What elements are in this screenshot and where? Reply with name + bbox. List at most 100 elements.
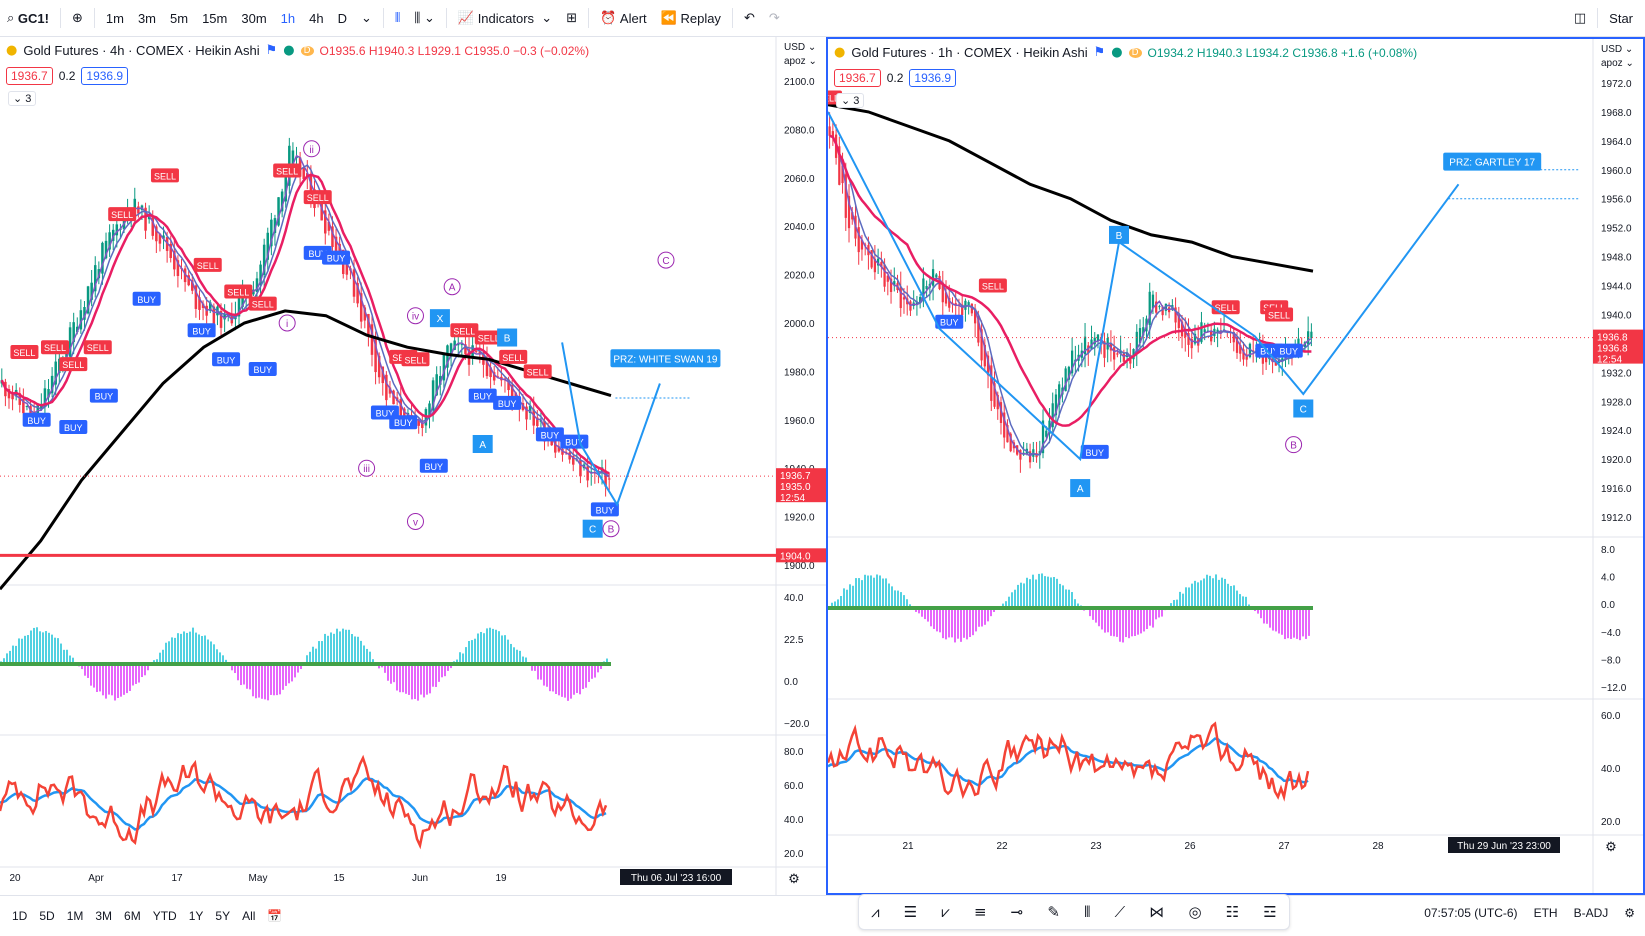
indicators-button[interactable]: 📈 Indicators ⌄ [451, 0, 559, 36]
layout-button[interactable]: ◫ [1567, 0, 1593, 36]
divider [588, 8, 589, 28]
oscillator-bar [198, 634, 200, 664]
oscillator-bar [1296, 608, 1298, 639]
range-6m[interactable]: 6M [118, 909, 147, 923]
fib-spiral-icon[interactable]: ◎ [1188, 903, 1201, 921]
oscillator-bar [237, 664, 239, 680]
range-1m[interactable]: 1M [61, 909, 90, 923]
oscillator-bar [240, 664, 242, 685]
xabcd-pattern-icon[interactable]: ⩘ [871, 903, 879, 921]
indicators-icon: 📈 [458, 11, 474, 26]
interval-d[interactable]: D [331, 0, 354, 36]
range-ytd[interactable]: YTD [147, 909, 183, 923]
trend-line-icon[interactable]: ⟋ [1115, 903, 1126, 921]
flag-icon[interactable]: ⚑ [266, 43, 278, 58]
signal-label: BUY [253, 365, 272, 375]
replay-button[interactable]: ⏪ Replay [654, 0, 728, 36]
settings-icon[interactable]: ⚙ [1624, 906, 1635, 920]
interval-1h[interactable]: 1h [274, 0, 302, 36]
pattern-point-label: C [589, 525, 596, 536]
symbol-search[interactable]: ⌕ GC1! [0, 0, 56, 36]
undo-button[interactable]: ↶ [737, 0, 762, 36]
elliott-wave-icon[interactable]: ⋈ [1149, 903, 1164, 921]
oscillator-bar [93, 664, 95, 688]
session-toggle[interactable]: ETH [1534, 906, 1558, 920]
oscillator-bar [510, 644, 512, 664]
currency-label: USD ⌄ [1601, 44, 1633, 55]
brush-icon[interactable]: ✎ [1047, 903, 1060, 921]
candle-body [1158, 306, 1160, 307]
signal-label: SELL [44, 343, 66, 353]
star-button[interactable]: Star [1602, 0, 1645, 36]
horizontal-ray-icon[interactable]: ⊸ [1011, 903, 1024, 921]
date-range-button[interactable]: 📅 [261, 909, 288, 923]
range-1d[interactable]: 1D [0, 909, 33, 923]
oscillator-bar [276, 664, 278, 695]
oscillator-bar [948, 608, 950, 637]
ask-price[interactable]: 1936.9 [81, 67, 128, 85]
oscillator-bar [330, 632, 332, 664]
elliott-wave-label: i [286, 319, 288, 330]
ask-price[interactable]: 1936.9 [909, 69, 956, 87]
indicator-collapse-toggle[interactable]: ⌄ 3 [8, 91, 36, 106]
fib-retracement-icon[interactable]: ☷ [1226, 903, 1239, 921]
oscillator-bar [423, 664, 425, 697]
oscillator-bar [408, 664, 410, 695]
interval-dropdown[interactable]: ⌄ [354, 0, 379, 36]
oscillator-bar [861, 580, 863, 608]
interval-15m[interactable]: 15m [195, 0, 234, 36]
signal-label: SELL [404, 355, 426, 365]
chart-canvas-left[interactable]: USD ⌄apoz ⌄2100.02080.02060.02040.02020.… [0, 37, 826, 895]
compare-button[interactable]: ⊕ [65, 0, 90, 36]
chart-title[interactable]: Gold Futures · 1h · COMEX · Heikin Ashi [851, 45, 1087, 60]
oscillator-bar [867, 576, 869, 608]
bid-price[interactable]: 1936.7 [6, 67, 53, 85]
alert-button[interactable]: ⏰ Alert [593, 0, 654, 36]
interval-3m[interactable]: 3m [131, 0, 163, 36]
elliott-wave-label: B [608, 525, 615, 536]
redo-button[interactable]: ↷ [762, 0, 787, 36]
clock[interactable]: 07:57:05 (UTC-6) [1424, 906, 1517, 920]
signal-label: SELL [453, 326, 475, 336]
spread: 0.2 [59, 69, 76, 83]
price-tick-label: 1960.0 [784, 416, 815, 427]
indicator-collapse-toggle[interactable]: ⌄ 3 [836, 93, 864, 108]
bid-price[interactable]: 1936.7 [834, 69, 881, 87]
templates-button[interactable]: ⊞ [559, 0, 584, 36]
flag-icon[interactable]: ⚑ [1094, 45, 1106, 60]
oscillator-bar [360, 641, 362, 664]
gann-fan-icon[interactable]: ☲ [1263, 903, 1276, 921]
lines-icon[interactable]: ☰ [904, 903, 917, 921]
abcd-pattern-icon[interactable]: ⩗ [941, 903, 949, 921]
range-all[interactable]: All [236, 909, 261, 923]
oscillator-bar [120, 664, 122, 697]
range-5d[interactable]: 5D [33, 909, 60, 923]
interval-5m[interactable]: 5m [163, 0, 195, 36]
oscillator-bar [291, 664, 293, 681]
chart-type-button[interactable]: ⫼ ⌄ [407, 0, 442, 36]
oscillator-bar [177, 633, 179, 664]
oscillator-bar [246, 664, 248, 689]
range-3m[interactable]: 3M [89, 909, 118, 923]
bar-style-button[interactable]: ⫴ [388, 0, 407, 36]
chart-canvas-right[interactable]: USD ⌄apoz ⌄1972.01968.01964.01960.01956.… [828, 39, 1643, 893]
bars-pattern-icon[interactable]: ⫴ [1084, 903, 1090, 921]
range-5y[interactable]: 5Y [209, 909, 236, 923]
interval-30m[interactable]: 30m [234, 0, 273, 36]
chart-title[interactable]: Gold Futures · 4h · COMEX · Heikin Ashi [23, 43, 259, 58]
oscillator-bar [357, 637, 359, 664]
adjust-toggle[interactable]: B-ADJ [1574, 906, 1609, 920]
interval-4h[interactable]: 4h [302, 0, 330, 36]
interval-1m[interactable]: 1m [99, 0, 131, 36]
signal-label: BUY [425, 462, 444, 472]
status-dot-icon: ● [283, 43, 294, 58]
oscillator-bar [135, 664, 137, 684]
range-1y[interactable]: 1Y [183, 909, 210, 923]
oscillator-tick-label: 4.0 [1601, 573, 1615, 584]
parallel-channel-icon[interactable]: ≡ [974, 903, 987, 921]
oscillator-bar [174, 638, 176, 664]
oscillator-bar [324, 634, 326, 664]
oscillator-bar [585, 664, 587, 688]
